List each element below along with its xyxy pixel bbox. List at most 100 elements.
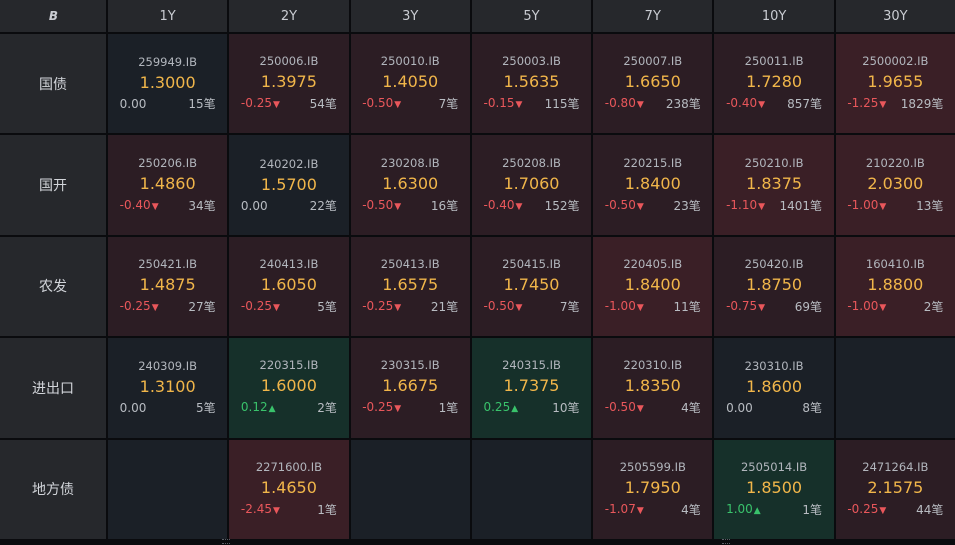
- bond-code: 240309.IB: [138, 359, 198, 374]
- bond-code: 250006.IB: [259, 54, 319, 69]
- down-arrow-icon: ▼: [515, 201, 523, 212]
- quote-stats: -0.75▼ 69笔: [726, 298, 822, 316]
- up-arrow-icon: ▲: [268, 404, 276, 415]
- term-header-7y[interactable]: 7Y: [593, 0, 713, 32]
- yield-value: 1.7280: [746, 72, 803, 92]
- term-header-30y[interactable]: 30Y: [835, 0, 955, 32]
- resize-handle-left[interactable]: [222, 539, 230, 544]
- logo-icon: B: [48, 9, 58, 23]
- down-arrow-icon: ▼: [394, 201, 402, 212]
- change-bp: -0.50▼: [362, 197, 401, 215]
- change-bp: -0.25▼: [241, 298, 280, 316]
- change-bp: 0.00: [120, 400, 147, 416]
- deal-count: 11笔: [673, 299, 701, 314]
- quote-cell[interactable]: 259949.IB 1.3000 0.00 15笔: [108, 34, 228, 134]
- quote-cell[interactable]: 250421.IB 1.4875 -0.25▼ 27笔: [108, 236, 228, 337]
- quote-cell[interactable]: 250003.IB 1.5635 -0.15▼ 115笔: [471, 34, 592, 134]
- bond-code: 210220.IB: [865, 155, 925, 170]
- bond-code: 2505014.IB: [740, 459, 808, 474]
- deal-count: 7笔: [559, 299, 580, 314]
- down-arrow-icon: ▼: [879, 505, 887, 516]
- change-value: -1.00: [604, 298, 636, 313]
- quote-cell[interactable]: 230315.IB 1.6675 -0.25▼ 1笔: [350, 338, 470, 438]
- quote-stats: 0.00 22笔: [241, 198, 337, 214]
- quote-stats: -0.50▼ 23笔: [605, 197, 701, 215]
- deal-count: 1829笔: [900, 97, 944, 112]
- row-label: 国债: [0, 34, 106, 134]
- term-header-2y[interactable]: 2Y: [229, 0, 349, 32]
- quote-cell[interactable]: 230208.IB 1.6300 -0.50▼ 16笔: [350, 135, 470, 235]
- quote-cell[interactable]: 220315.IB 1.6000 0.12▲ 2笔: [229, 338, 349, 438]
- quote-stats: -0.40▼ 34笔: [120, 197, 216, 215]
- change-value: -1.00: [847, 197, 879, 212]
- quote-cell[interactable]: 250007.IB 1.6650 -0.80▼ 238笔: [593, 34, 713, 134]
- change-value: -0.50: [362, 96, 394, 111]
- yield-value: 1.9655: [867, 72, 924, 92]
- empty-quote-cell: [835, 338, 955, 438]
- quote-cell[interactable]: 250010.IB 1.4050 -0.50▼ 7笔: [350, 34, 470, 134]
- quote-stats: -0.25▼ 27笔: [120, 298, 216, 316]
- quote-cell[interactable]: 230310.IB 1.8600 0.00 8笔: [714, 338, 834, 438]
- deal-count: 4笔: [681, 502, 701, 517]
- change-bp: 1.00▲: [726, 501, 761, 519]
- quote-stats: -1.07▼ 4笔: [605, 501, 701, 519]
- up-arrow-icon: ▲: [753, 505, 761, 516]
- quote-cell[interactable]: 240309.IB 1.3100 0.00 5笔: [108, 338, 228, 438]
- term-header-10y[interactable]: 10Y: [714, 0, 834, 32]
- change-bp: -1.25▼: [847, 95, 886, 113]
- quote-cell[interactable]: 220215.IB 1.8400 -0.50▼ 23笔: [593, 135, 713, 235]
- quote-cell[interactable]: 2271600.IB 1.4650 -2.45▼ 1笔: [229, 439, 349, 539]
- quote-cell[interactable]: 2471264.IB 2.1575 -0.25▼ 44笔: [835, 439, 955, 539]
- quote-cell[interactable]: 240202.IB 1.5700 0.00 22笔: [229, 135, 349, 235]
- deal-count: 238笔: [665, 97, 701, 112]
- quote-cell[interactable]: 250208.IB 1.7060 -0.40▼ 152笔: [471, 135, 592, 235]
- row-label: 农发: [0, 236, 106, 337]
- change-value: -0.25: [240, 96, 272, 111]
- yield-value: 1.5635: [503, 72, 560, 92]
- quote-cell[interactable]: 250413.IB 1.6575 -0.25▼ 21笔: [350, 236, 470, 337]
- change-bp: -0.80▼: [605, 95, 644, 113]
- bond-code: 250003.IB: [502, 54, 561, 69]
- quote-cell[interactable]: 250011.IB 1.7280 -0.40▼ 857笔: [714, 34, 834, 134]
- quote-stats: 0.00 8笔: [726, 400, 822, 416]
- deal-count: 7笔: [438, 97, 459, 112]
- quote-cell[interactable]: 250006.IB 1.3975 -0.25▼ 54笔: [229, 34, 349, 134]
- bond-code: 2505599.IB: [619, 459, 686, 474]
- term-header-5y[interactable]: 5Y: [471, 0, 592, 32]
- quote-cell[interactable]: 210220.IB 2.0300 -1.00▼ 13笔: [835, 135, 955, 235]
- change-bp: -1.00▼: [605, 298, 644, 316]
- quote-cell[interactable]: 250210.IB 1.8375 -1.10▼ 1401笔: [714, 135, 834, 235]
- empty-quote-cell: [350, 439, 470, 539]
- quote-stats: -1.25▼ 1829笔: [847, 95, 943, 113]
- bond-code: 250007.IB: [623, 54, 683, 69]
- quote-cell[interactable]: 2505599.IB 1.7950 -1.07▼ 4笔: [593, 439, 713, 539]
- quote-cell[interactable]: 220310.IB 1.8350 -0.50▼ 4笔: [593, 338, 713, 438]
- yield-value: 1.7450: [503, 274, 560, 294]
- deal-count: 69笔: [794, 299, 823, 314]
- yield-value: 1.6675: [382, 376, 439, 396]
- yield-value: 1.4050: [382, 72, 439, 92]
- bond-code: 240413.IB: [259, 256, 319, 271]
- quote-cell[interactable]: 2500002.IB 1.9655 -1.25▼ 1829笔: [835, 34, 955, 134]
- term-header-1y[interactable]: 1Y: [108, 0, 228, 32]
- quote-cell[interactable]: 240413.IB 1.6050 -0.25▼ 5笔: [229, 236, 349, 337]
- yield-value: 1.8600: [746, 377, 803, 397]
- resize-handle-right[interactable]: [722, 539, 730, 544]
- bond-code: 250010.IB: [380, 54, 440, 69]
- deal-count: 8笔: [802, 401, 823, 416]
- quote-cell[interactable]: 240315.IB 1.7375 0.25▲ 10笔: [471, 338, 592, 438]
- bond-code: 250011.IB: [744, 54, 804, 69]
- quote-cell[interactable]: 220405.IB 1.8400 -1.00▼ 11笔: [593, 236, 713, 337]
- change-value: 1.00: [726, 501, 753, 516]
- quote-cell[interactable]: 250206.IB 1.4860 -0.40▼ 34笔: [108, 135, 228, 235]
- quote-cell[interactable]: 2505014.IB 1.8500 1.00▲ 1笔: [714, 439, 834, 539]
- term-header-3y[interactable]: 3Y: [350, 0, 470, 32]
- down-arrow-icon: ▼: [151, 302, 159, 313]
- quote-cell[interactable]: 250420.IB 1.8750 -0.75▼ 69笔: [714, 236, 834, 337]
- change-bp: 0.00: [241, 198, 268, 214]
- down-arrow-icon: ▼: [758, 100, 766, 111]
- bond-code: 259949.IB: [138, 55, 198, 70]
- quote-cell[interactable]: 250415.IB 1.7450 -0.50▼ 7笔: [471, 236, 592, 337]
- quote-cell[interactable]: 160410.IB 1.8800 -1.00▼ 2笔: [835, 236, 955, 337]
